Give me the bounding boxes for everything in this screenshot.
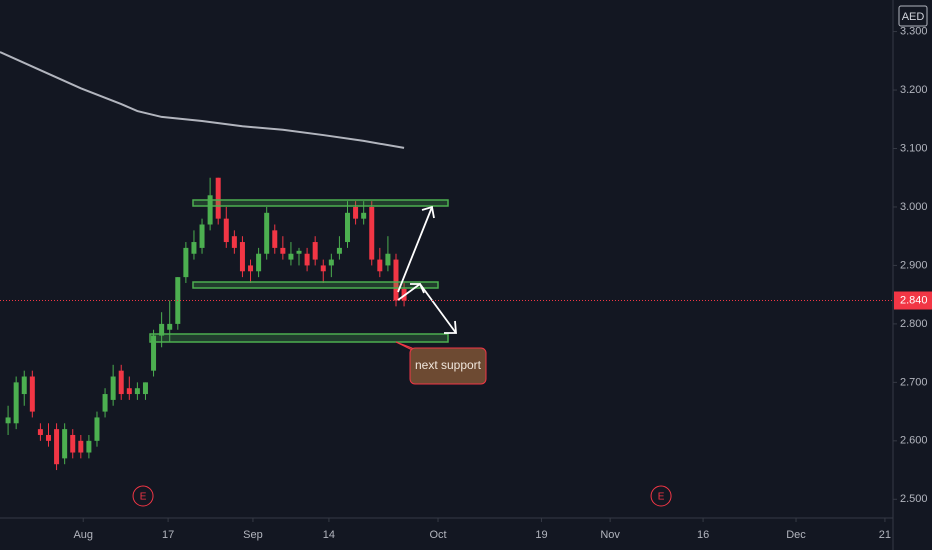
resistance-zone [192,199,449,207]
y-tick-label: 2.500 [900,493,928,505]
y-tick-label: 3.300 [900,25,928,37]
last-price-label: 2.840 [900,294,928,306]
candle-body [94,417,100,441]
x-tick-label: Oct [429,529,446,541]
x-tick-label: 19 [535,529,547,541]
currency: AED [902,11,925,23]
candle-body [231,236,237,248]
candle-body [207,195,213,225]
x-tick-label: Aug [73,529,93,541]
y-tick-label: 2.700 [900,376,928,388]
plot-area [0,51,407,471]
callout-box [409,347,487,385]
x-tick-label: 21 [879,529,891,541]
callout-text: next support [415,358,482,372]
y-tick-label: 2.600 [900,435,928,447]
candle-body [118,370,124,395]
candle-body [304,253,310,266]
x-tick-label: Dec [786,529,806,541]
candle-body [54,429,60,465]
arrowhead [410,283,425,294]
candle-body [5,417,11,424]
candle-body [256,253,262,272]
candle-body [385,253,391,266]
candle-body [272,230,278,248]
candle-body [264,212,270,254]
candle-body [296,250,302,254]
candle-body [102,394,108,412]
candle-body [167,323,173,330]
arrowhead [444,320,457,334]
candle-body [377,259,383,272]
candle-body [345,212,351,243]
candle-body [134,388,140,395]
candle-body [86,440,92,453]
event-label: E [140,492,147,503]
last-price-box [894,291,932,310]
next-support-zone [149,333,449,343]
event-label: E [658,492,665,503]
candle-body [159,323,165,336]
arrows [397,205,457,334]
candle-body [248,265,254,272]
y-tick-label: 2.800 [900,318,928,330]
y-tick-label: 3.200 [900,84,928,96]
candle-body [29,376,35,412]
candle-body [45,434,51,441]
candle-body [369,206,375,260]
candle-body [215,177,221,219]
candle-body [70,434,76,453]
candle-body [110,376,116,400]
candle-body [151,335,157,371]
candle-body [393,259,399,301]
candle-body [142,382,148,395]
candle-body [191,242,197,254]
x-tick-label: Sep [243,529,263,541]
candle-body [126,388,132,395]
arrow [397,206,433,293]
candle-body [328,259,334,266]
candle-body [288,253,294,260]
candle-body [361,212,367,219]
event-marker [650,485,672,507]
x-tick-label: 16 [697,529,709,541]
candle-body [320,265,326,272]
candle-body [78,440,84,453]
candle-body [62,429,68,459]
candle-body [239,242,245,272]
y-tick-label: 2.900 [900,259,928,271]
candle-body [13,382,19,424]
event-marker [132,485,154,507]
candle-body [199,224,205,248]
y-tick-label: 3.000 [900,201,928,213]
x-tick-label: Nov [600,529,620,541]
candle-body [37,429,43,435]
arrowhead [421,205,435,219]
candle-body [280,247,286,254]
moving-average [0,51,405,149]
y-tick-label: 3.100 [900,142,928,154]
candle-body [21,376,27,395]
candle-body [312,242,318,260]
x-tick-label: 14 [323,529,335,541]
currency-box [898,5,928,27]
candle-body [353,206,359,219]
candle-body [336,247,342,254]
candle-body [223,218,229,243]
x-tick-label: 17 [162,529,174,541]
support-zone [192,281,439,289]
candle-body [183,247,189,278]
